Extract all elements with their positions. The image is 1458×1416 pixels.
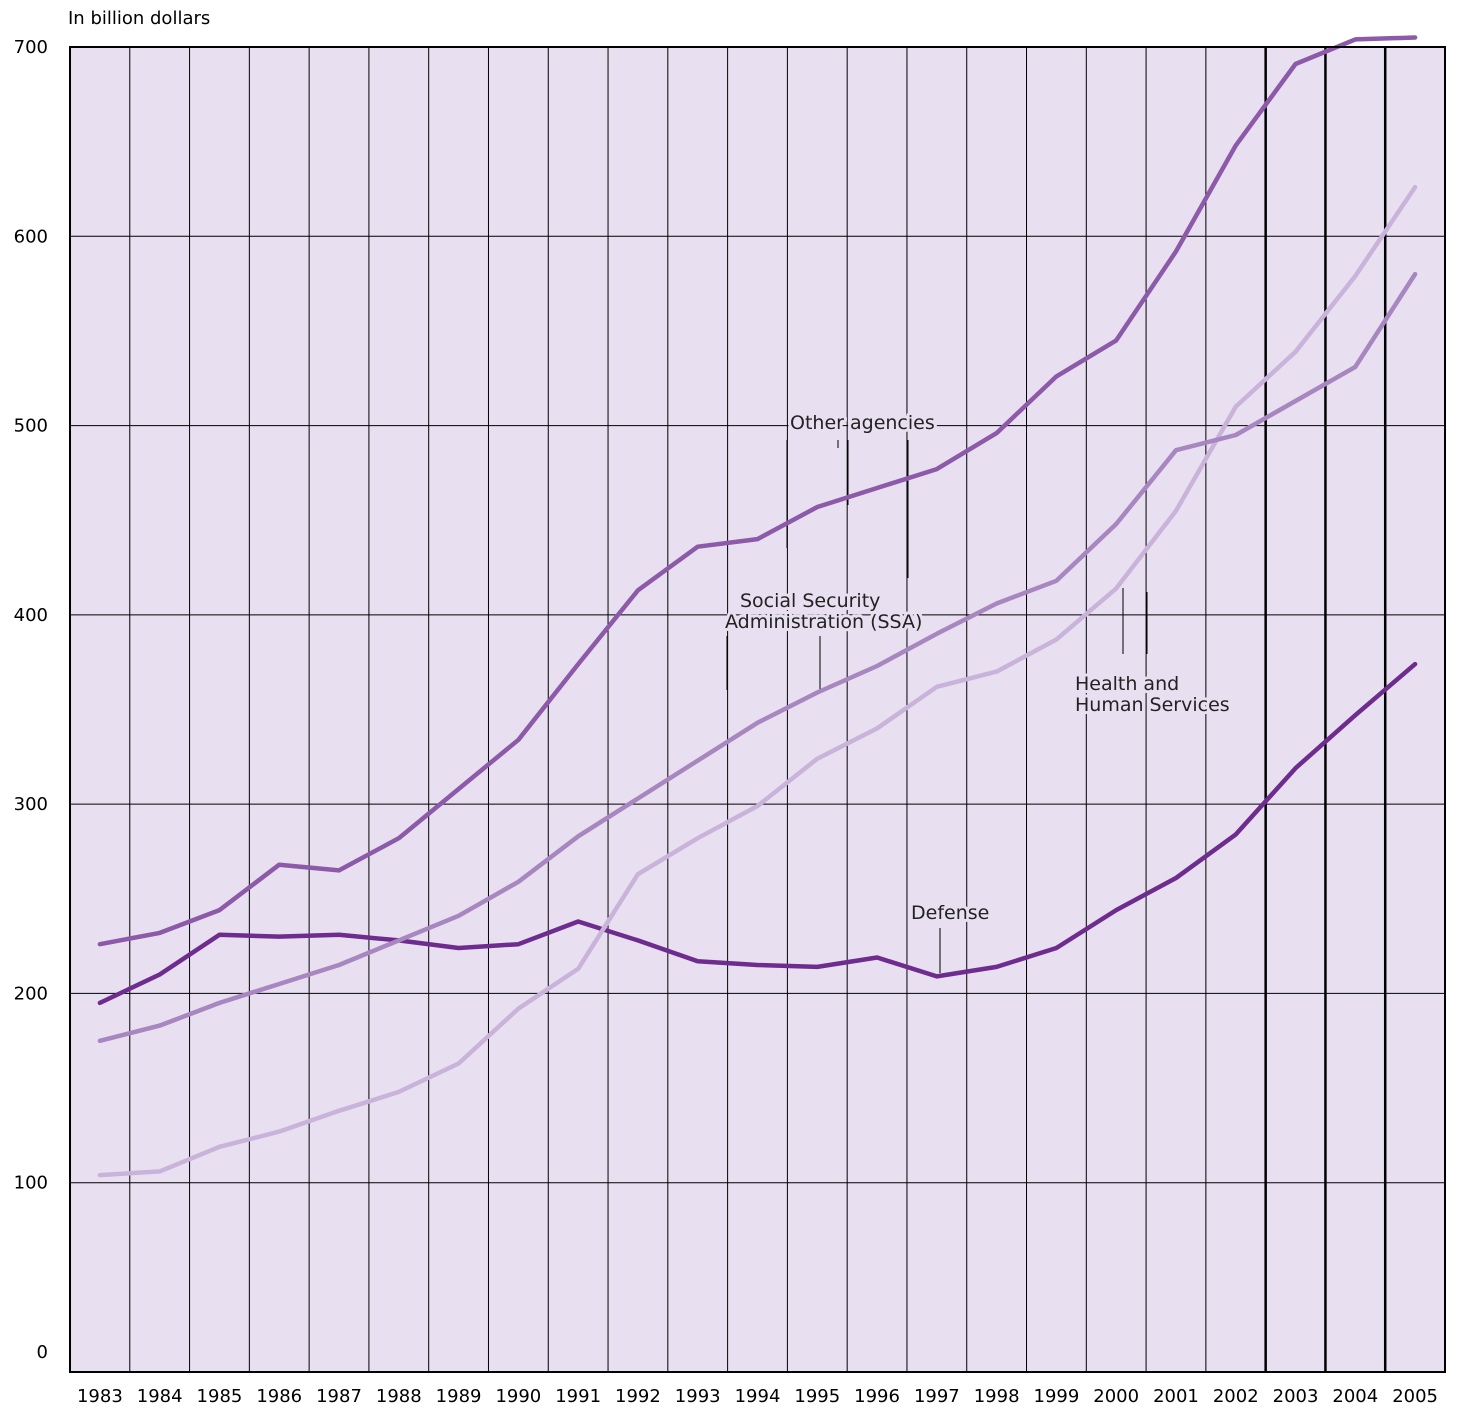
series-labels: Other agencies Social Security Administr… bbox=[722, 409, 1233, 927]
x-tick-label: 2003 bbox=[1273, 1386, 1319, 1407]
x-tick-label: 1987 bbox=[316, 1386, 362, 1407]
x-tick-label: 2002 bbox=[1213, 1386, 1259, 1407]
y-tick-label: 400 bbox=[14, 605, 48, 626]
series-line bbox=[97, 35, 1418, 947]
y-tick-label: 500 bbox=[14, 416, 48, 437]
x-tick-label: 2001 bbox=[1153, 1386, 1199, 1407]
x-tick-label: 1983 bbox=[77, 1386, 123, 1407]
x-tick-label: 1999 bbox=[1034, 1386, 1080, 1407]
x-tick-label: 1997 bbox=[914, 1386, 960, 1407]
x-axis-ticks: 1983 1984 1985 1986 1987 1988 1989 1990 1991 1992… bbox=[77, 1386, 1438, 1407]
x-tick-label: 1985 bbox=[197, 1386, 243, 1407]
x-tick-label: 1993 bbox=[675, 1386, 721, 1407]
x-tick-label: 1995 bbox=[794, 1386, 840, 1407]
y-axis-ticks: 0 100 200 300 400 500 600 700 bbox=[14, 37, 48, 1363]
label-ssa-line2: Administration (SSA) bbox=[725, 611, 922, 633]
x-tick-label: 1992 bbox=[615, 1386, 661, 1407]
x-tick-label: 1989 bbox=[436, 1386, 482, 1407]
label-other-agencies: Other agencies bbox=[790, 412, 935, 434]
x-tick-label: 1991 bbox=[555, 1386, 601, 1407]
x-tick-label: 1990 bbox=[495, 1386, 541, 1407]
label-defense: Defense bbox=[911, 902, 989, 924]
y-tick-label: 0 bbox=[37, 1342, 48, 1363]
x-tick-label: 1988 bbox=[376, 1386, 422, 1407]
x-tick-label: 1998 bbox=[974, 1386, 1020, 1407]
x-tick-label: 2000 bbox=[1093, 1386, 1139, 1407]
y-tick-label: 200 bbox=[14, 983, 48, 1004]
x-tick-label: 1994 bbox=[735, 1386, 781, 1407]
x-tick-label: 1984 bbox=[137, 1386, 183, 1407]
plot-frame bbox=[69, 46, 1446, 1373]
y-tick-label: 600 bbox=[14, 226, 48, 247]
x-tick-label: 2004 bbox=[1332, 1386, 1378, 1407]
label-ssa-line1: Social Security bbox=[740, 590, 880, 612]
y-tick-label: 700 bbox=[14, 37, 48, 58]
y-tick-label: 100 bbox=[14, 1173, 48, 1194]
x-tick-label: 2005 bbox=[1392, 1386, 1438, 1407]
plot-background bbox=[70, 47, 1445, 1372]
x-tick-label: 1986 bbox=[256, 1386, 302, 1407]
series-line bbox=[97, 271, 1418, 1044]
series-lines bbox=[97, 35, 1418, 1178]
series-line bbox=[97, 661, 1418, 1006]
x-tick-label: 1996 bbox=[854, 1386, 900, 1407]
label-hhs-line1: Health and bbox=[1075, 673, 1179, 695]
label-hhs-line2: Human Services bbox=[1075, 694, 1230, 716]
label-leader-lines bbox=[726, 440, 1148, 973]
y-tick-label: 300 bbox=[14, 794, 48, 815]
series-line bbox=[97, 184, 1418, 1178]
unit-label: In billion dollars bbox=[68, 8, 210, 29]
